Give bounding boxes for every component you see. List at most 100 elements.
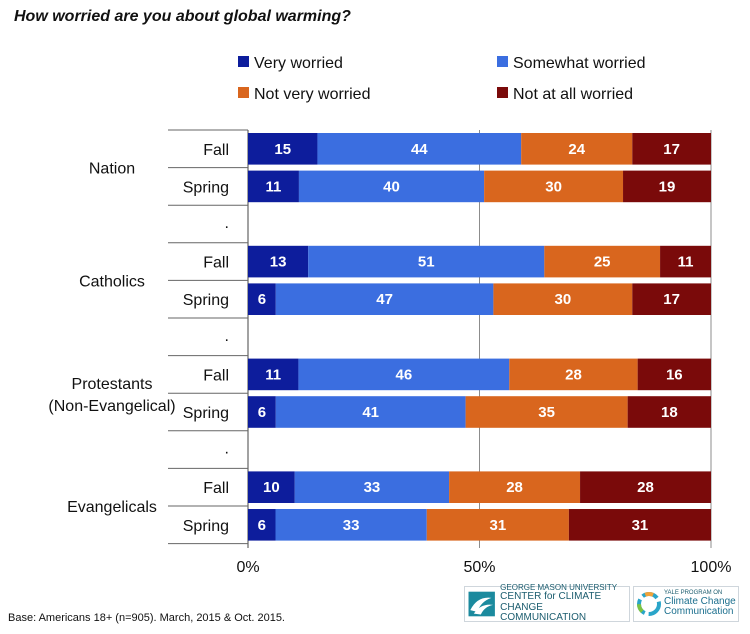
bar-segment bbox=[294, 471, 450, 503]
yale-logo-line3: Communication bbox=[664, 606, 734, 618]
separator-label: . bbox=[225, 328, 229, 345]
legend-swatch-3 bbox=[497, 87, 508, 98]
bar-segment bbox=[465, 396, 628, 428]
x-tick-label: 50% bbox=[463, 559, 495, 576]
data-label: 44 bbox=[411, 141, 428, 158]
data-label: 16 bbox=[666, 366, 683, 383]
yale-logo-line2: Climate Change bbox=[664, 595, 736, 607]
data-label: 28 bbox=[637, 479, 654, 496]
data-label: 11 bbox=[265, 366, 281, 383]
data-label: 35 bbox=[538, 404, 555, 421]
legend-swatch-1 bbox=[497, 56, 508, 67]
bar-segment bbox=[484, 170, 624, 203]
data-label: 28 bbox=[506, 479, 523, 496]
data-label: 6 bbox=[258, 291, 266, 308]
data-label: 28 bbox=[565, 366, 582, 383]
group-label: Evangelicals bbox=[67, 499, 157, 516]
data-label: 40 bbox=[383, 178, 400, 195]
bar-segment bbox=[509, 358, 638, 391]
legend-label-3: Not at all worried bbox=[513, 86, 633, 103]
group-label: Nation bbox=[89, 161, 135, 178]
row-label: Spring bbox=[183, 405, 229, 422]
data-label: 33 bbox=[343, 517, 360, 534]
bar-segment bbox=[298, 358, 510, 391]
gmu-wave-icon bbox=[468, 591, 495, 617]
legend-label-2: Not very worried bbox=[254, 86, 370, 103]
x-tick-label: 0% bbox=[236, 559, 259, 576]
data-label: 10 bbox=[263, 479, 280, 496]
bar-segment bbox=[493, 283, 633, 315]
data-label: 17 bbox=[663, 291, 680, 308]
bar-segment bbox=[627, 396, 711, 428]
row-label: Spring bbox=[183, 518, 229, 535]
group-label: (Non-Evangelical) bbox=[48, 398, 175, 415]
data-label: 11 bbox=[678, 254, 694, 271]
bar-segment bbox=[298, 170, 485, 203]
bar-segment bbox=[275, 509, 427, 541]
bar-segment bbox=[660, 245, 711, 278]
bar-segment bbox=[632, 133, 711, 165]
data-label: 31 bbox=[632, 517, 649, 534]
gmu-logo-line3: COMMUNICATION bbox=[500, 612, 587, 624]
bar-segment bbox=[248, 170, 299, 203]
legend-label-1: Somewhat worried bbox=[513, 55, 646, 72]
data-label: 6 bbox=[258, 404, 266, 421]
row-label: Spring bbox=[183, 179, 229, 196]
data-label: 19 bbox=[659, 178, 676, 195]
bar-segment bbox=[248, 358, 299, 391]
bar-segment bbox=[521, 133, 633, 165]
yale-logo: YALE PROGRAM ON Climate Change Communica… bbox=[633, 586, 739, 622]
data-label: 30 bbox=[554, 291, 571, 308]
data-label: 25 bbox=[594, 254, 611, 271]
yale-logo-line1: YALE PROGRAM ON bbox=[664, 590, 723, 597]
chart-title: How worried are you about global warming… bbox=[14, 8, 351, 25]
data-label: 24 bbox=[568, 141, 585, 158]
group-label: Protestants bbox=[72, 376, 153, 393]
bar-segment bbox=[248, 283, 276, 315]
row-label: Fall bbox=[203, 480, 229, 497]
yale-ring-icon bbox=[637, 592, 661, 616]
bar-segment bbox=[632, 283, 711, 315]
bar-segment bbox=[275, 396, 466, 428]
legend-swatch-0 bbox=[238, 56, 249, 67]
data-label: 33 bbox=[364, 479, 381, 496]
data-label: 6 bbox=[258, 517, 266, 534]
bar-segment bbox=[449, 471, 581, 503]
gmu-logo-line2: CENTER for CLIMATE CHANGE bbox=[500, 591, 602, 613]
bar-segment bbox=[637, 358, 711, 391]
data-label: 18 bbox=[661, 404, 678, 421]
bar-segment bbox=[248, 509, 276, 541]
group-label: Catholics bbox=[79, 273, 145, 290]
data-label: 31 bbox=[489, 517, 506, 534]
bar-segment bbox=[275, 283, 494, 315]
bar-segment bbox=[580, 471, 711, 503]
footnote: Base: Americans 18+ (n=905). March, 2015… bbox=[8, 612, 285, 624]
gmu-logo-line1: GEORGE MASON UNIVERSITY bbox=[500, 583, 618, 593]
separator-label: . bbox=[225, 441, 229, 458]
row-label: Fall bbox=[203, 367, 229, 384]
data-label: 41 bbox=[362, 404, 379, 421]
bar-segment bbox=[248, 471, 295, 503]
legend-label-0: Very worried bbox=[254, 55, 343, 72]
legend-swatch-2 bbox=[238, 87, 249, 98]
data-label: 30 bbox=[545, 178, 562, 195]
data-label: 11 bbox=[266, 178, 282, 195]
bar-segment bbox=[308, 245, 545, 278]
row-label: Fall bbox=[203, 142, 229, 159]
x-tick-label: 100% bbox=[691, 559, 732, 576]
bar-segment bbox=[426, 509, 569, 541]
separator-label: . bbox=[225, 215, 229, 232]
gmu-logo: GEORGE MASON UNIVERSITY CENTER for CLIMA… bbox=[464, 583, 630, 624]
data-label: 13 bbox=[270, 254, 287, 271]
data-label: 46 bbox=[396, 366, 413, 383]
row-label: Fall bbox=[203, 255, 229, 272]
data-label: 15 bbox=[274, 141, 291, 158]
bar-segment bbox=[623, 170, 711, 203]
bar-segment bbox=[317, 133, 522, 165]
bar-segment bbox=[544, 245, 661, 278]
data-label: 51 bbox=[418, 254, 435, 271]
data-label: 17 bbox=[663, 141, 680, 158]
bar-segment bbox=[248, 133, 318, 165]
data-label: 47 bbox=[376, 291, 393, 308]
